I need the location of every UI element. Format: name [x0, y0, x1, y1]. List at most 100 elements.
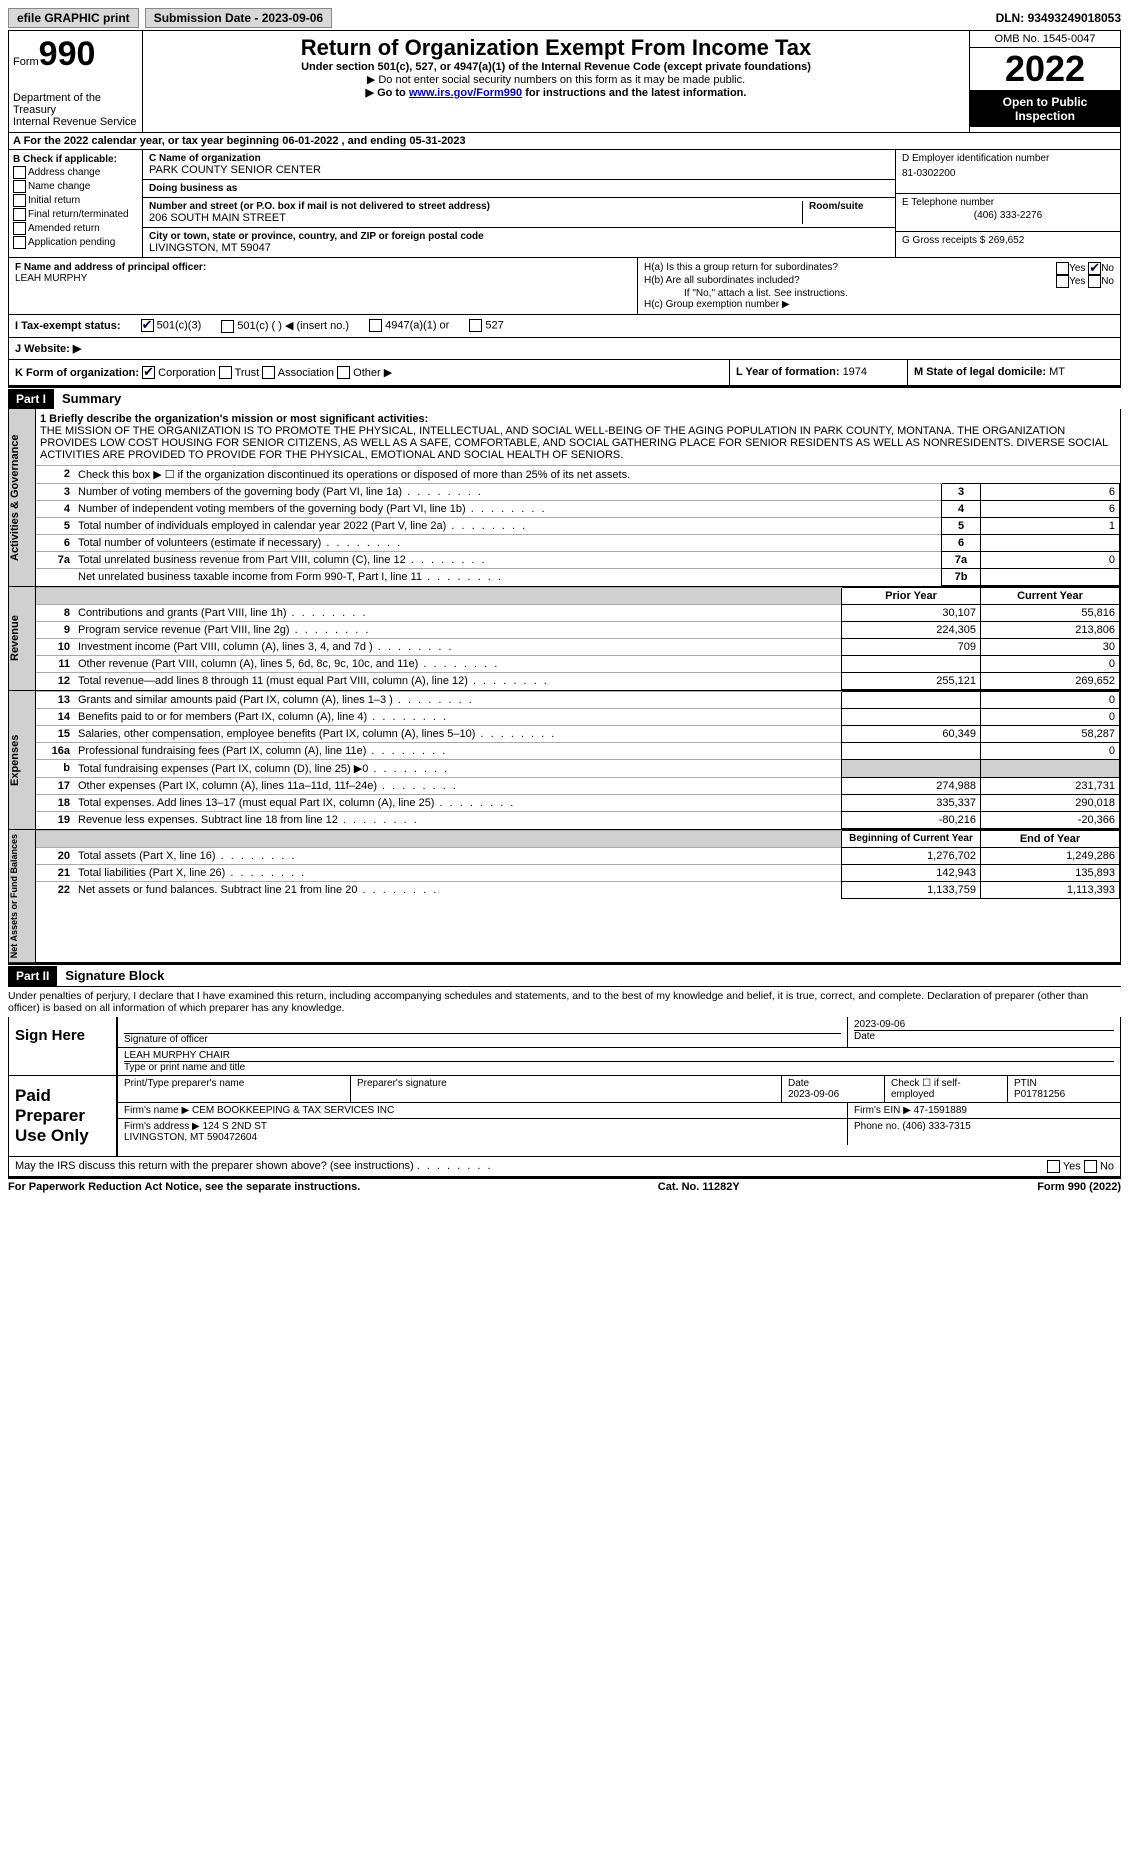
omb-number: OMB No. 1545-0047 — [970, 31, 1120, 48]
city-value: LIVINGSTON, MT 59047 — [149, 242, 889, 254]
table-row: 21Total liabilities (Part X, line 26)142… — [36, 865, 1120, 882]
lbl-final-return: Final return/terminated — [28, 209, 129, 220]
addr-label: Number and street (or P.O. box if mail i… — [149, 201, 796, 212]
box-c: C Name of organization PARK COUNTY SENIO… — [143, 150, 895, 257]
subtitle-2: ▶ Do not enter social security numbers o… — [149, 73, 963, 86]
chk-application-pending[interactable] — [13, 236, 26, 249]
line1-label: 1 Briefly describe the organization's mi… — [40, 413, 1116, 425]
discuss-row: May the IRS discuss this return with the… — [8, 1157, 1121, 1177]
part1-title: Summary — [54, 388, 129, 409]
footer: For Paperwork Reduction Act Notice, see … — [8, 1177, 1121, 1193]
table-row: 8Contributions and grants (Part VIII, li… — [36, 605, 1120, 622]
sig-name: LEAH MURPHY CHAIR — [124, 1050, 1114, 1061]
side-expenses: Expenses — [9, 691, 36, 829]
table-row: 4Number of independent voting members of… — [36, 501, 1120, 518]
tax-year: 2022 — [970, 48, 1120, 91]
submission-date-button[interactable]: Submission Date - 2023-09-06 — [145, 8, 332, 28]
side-governance: Activities & Governance — [9, 409, 36, 586]
hb-no[interactable] — [1088, 275, 1101, 288]
org-name-label: C Name of organization — [149, 153, 889, 164]
table-row: bTotal fundraising expenses (Part IX, co… — [36, 760, 1120, 778]
side-net: Net Assets or Fund Balances — [9, 830, 36, 962]
chk-trust[interactable] — [219, 366, 232, 379]
chk-address-change[interactable] — [13, 166, 26, 179]
section-revenue: Revenue Prior YearCurrent Year 8Contribu… — [8, 587, 1121, 691]
form-header: Form 990 Department of the Treasury Inte… — [8, 30, 1121, 133]
chk-assoc[interactable] — [262, 366, 275, 379]
table-row: 19Revenue less expenses. Subtract line 1… — [36, 812, 1120, 829]
lbl-address-change: Address change — [28, 167, 100, 178]
revenue-header: Prior YearCurrent Year — [36, 588, 1120, 605]
box-f: F Name and address of principal officer:… — [9, 258, 638, 314]
part1-bar: Part I Summary — [8, 386, 1121, 409]
box-k: K Form of organization: Corporation Trus… — [9, 360, 730, 386]
lbl-501c3: 501(c)(3) — [157, 320, 202, 332]
prep-self-label: Check ☐ if self-employed — [885, 1076, 1008, 1102]
lbl-other: Other ▶ — [353, 367, 392, 379]
box-deg: D Employer identification number 81-0302… — [895, 150, 1120, 257]
table-row: Net unrelated business taxable income fr… — [36, 569, 1120, 586]
box-h: H(a) Is this a group return for subordin… — [638, 258, 1120, 314]
discuss-no[interactable] — [1084, 1160, 1097, 1173]
tax-year-begin: 06-01-2022 — [282, 135, 338, 147]
efile-button[interactable]: efile GRAPHIC print — [8, 8, 139, 28]
ha-no-lbl: No — [1101, 263, 1114, 274]
table-row: 13Grants and similar amounts paid (Part … — [36, 692, 1120, 709]
part1-label: Part I — [8, 389, 54, 409]
discuss-yes[interactable] — [1047, 1160, 1060, 1173]
city-label: City or town, state or province, country… — [149, 231, 889, 242]
chk-501c[interactable] — [221, 320, 234, 333]
line2: 2Check this box ▶ ☐ if the organization … — [36, 466, 1120, 484]
chk-527[interactable] — [469, 319, 482, 332]
hb-note: If "No," attach a list. See instructions… — [644, 288, 1114, 299]
chk-other[interactable] — [337, 366, 350, 379]
chk-initial-return[interactable] — [13, 194, 26, 207]
discuss-yes-lbl: Yes — [1063, 1161, 1081, 1173]
chk-4947[interactable] — [369, 319, 382, 332]
ptin-value: P01781256 — [1014, 1089, 1065, 1100]
footer-left: For Paperwork Reduction Act Notice, see … — [8, 1181, 360, 1193]
table-row: 22Net assets or fund balances. Subtract … — [36, 882, 1120, 899]
chk-name-change[interactable] — [13, 180, 26, 193]
k-label: K Form of organization: — [15, 367, 139, 379]
box-l: L Year of formation: 1974 — [730, 360, 908, 386]
irs-link[interactable]: www.irs.gov/Form990 — [409, 87, 522, 99]
sign-block: Sign Here Signature of officer 2023-09-0… — [8, 1017, 1121, 1076]
hdr-boy: Beginning of Current Year — [842, 831, 981, 848]
form-title: Return of Organization Exempt From Incom… — [149, 35, 963, 61]
hb-yes-lbl: Yes — [1069, 276, 1085, 287]
m-value: MT — [1049, 366, 1065, 378]
phone-label: E Telephone number — [902, 197, 1114, 208]
sign-here-label: Sign Here — [9, 1017, 116, 1075]
firm-name: CEM BOOKKEEPING & TAX SERVICES INC — [192, 1105, 394, 1116]
hb-yes[interactable] — [1056, 275, 1069, 288]
sub3b: for instructions and the latest informat… — [522, 87, 746, 99]
firm-addr-label: Firm's address ▶ — [124, 1121, 203, 1132]
gross-value: 269,652 — [988, 235, 1024, 246]
table-row: 18Total expenses. Add lines 13–17 (must … — [36, 795, 1120, 812]
hdr-eoy: End of Year — [981, 831, 1120, 848]
prep-sig-label: Preparer's signature — [351, 1076, 782, 1102]
mission-text: THE MISSION OF THE ORGANIZATION IS TO PR… — [40, 425, 1116, 461]
firm-phone-label: Phone no. — [854, 1121, 902, 1132]
chk-final-return[interactable] — [13, 208, 26, 221]
chk-amended-return[interactable] — [13, 222, 26, 235]
chk-corp[interactable] — [142, 366, 155, 379]
table-row: 16aProfessional fundraising fees (Part I… — [36, 743, 1120, 760]
gross-label: G Gross receipts $ — [902, 235, 988, 246]
table-row: 20Total assets (Part X, line 16)1,276,70… — [36, 848, 1120, 865]
chk-501c3[interactable] — [141, 319, 154, 332]
hb-no-lbl: No — [1101, 276, 1114, 287]
table-row: 11Other revenue (Part VIII, column (A), … — [36, 656, 1120, 673]
ptin-label: PTIN — [1014, 1078, 1037, 1089]
sig-name-label: Type or print name and title — [124, 1061, 1114, 1073]
section-governance: Activities & Governance 1 Briefly descri… — [8, 409, 1121, 587]
firm-phone: (406) 333-7315 — [902, 1121, 970, 1132]
table-row: 12Total revenue—add lines 8 through 11 (… — [36, 673, 1120, 690]
ha-no[interactable] — [1088, 262, 1101, 275]
org-name: PARK COUNTY SENIOR CENTER — [149, 164, 889, 176]
line1: 1 Briefly describe the organization's mi… — [36, 409, 1120, 465]
preparer-block: Paid Preparer Use Only Print/Type prepar… — [8, 1076, 1121, 1157]
ha-yes[interactable] — [1056, 262, 1069, 275]
part2-bar: Part II Signature Block — [8, 963, 1121, 986]
